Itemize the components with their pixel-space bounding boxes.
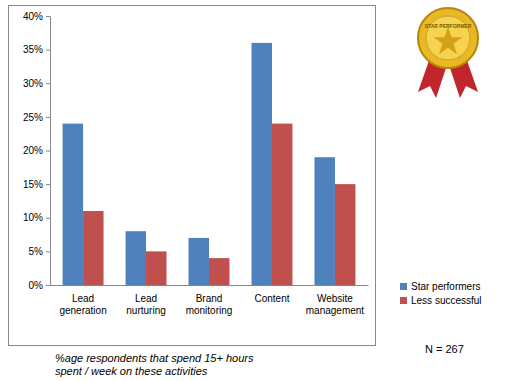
x-tick-label-line: monitoring: [186, 305, 233, 316]
legend-swatch: [400, 297, 407, 304]
footnote: %age respondents that spend 15+ hoursspe…: [55, 352, 254, 377]
y-tick: 0%: [29, 280, 50, 291]
x-tick: Brandmonitoring: [186, 293, 233, 316]
y-tick: 20%: [23, 145, 50, 156]
x-tick-label: Content: [254, 293, 289, 304]
x-tick-label-line: Content: [254, 293, 289, 304]
y-tick: 5%: [29, 246, 50, 257]
bars: [63, 43, 356, 285]
badge-text: STAR PERFORMER: [425, 23, 472, 29]
y-tick-mark: [46, 83, 50, 84]
y-tick-label: 40%: [23, 11, 43, 22]
y-tick-mark: [46, 50, 50, 51]
y-tick-mark: [46, 285, 50, 286]
y-tick-label: 30%: [23, 78, 43, 89]
x-tick-label-line: management: [306, 305, 365, 316]
legend-label: Less successful: [411, 295, 482, 306]
y-tick: 25%: [23, 112, 50, 123]
y-tick: 10%: [23, 212, 50, 223]
y-axis: 0% 5% 10% 15% 20% 25% 30% 35% 40%: [23, 11, 51, 291]
y-tick-mark: [46, 184, 50, 185]
x-tick-label: Brandmonitoring: [186, 293, 233, 316]
badge-star: [434, 27, 463, 55]
footnote-line: spent / week on these activities: [55, 365, 208, 377]
x-tick: Leadgeneration: [59, 293, 106, 316]
sample-size: N = 267: [425, 343, 464, 355]
y-tick-mark: [46, 151, 50, 152]
x-tick-label: Leadnurturing: [126, 293, 165, 316]
footnote-line: %age respondents that spend 15+ hours: [55, 352, 254, 364]
x-axis-line: [51, 285, 369, 286]
chart: 0%5%10%15%20%25%30%35%40%LeadgenerationL…: [0, 0, 507, 381]
legend-label: Star performers: [411, 281, 480, 292]
chart-frame: [9, 6, 376, 346]
x-tick-label-line: generation: [59, 305, 106, 316]
x-tick-label-line: Lead: [72, 293, 94, 304]
x-axis: LeadgenerationLeadnurturingBrandmonitori…: [51, 286, 369, 317]
series: [83, 124, 355, 285]
bar: [83, 211, 103, 285]
x-tick-label: Leadgeneration: [59, 293, 106, 316]
y-tick-label: 25%: [23, 112, 43, 123]
y-tick: 35%: [23, 44, 50, 55]
x-tick: Websitemanagement: [306, 293, 365, 316]
y-tick-label: 15%: [23, 179, 43, 190]
badge: STAR PERFORMER: [418, 8, 478, 98]
x-tick-label: Websitemanagement: [306, 293, 365, 316]
y-tick-mark: [46, 117, 50, 118]
bar: [63, 124, 83, 285]
y-tick-mark: [46, 16, 50, 17]
bar: [189, 238, 209, 285]
y-tick: 30%: [23, 78, 50, 89]
series: [63, 43, 335, 285]
x-tick-label-line: nurturing: [126, 305, 165, 316]
x-tick: Content: [254, 293, 289, 304]
bar: [209, 258, 229, 285]
bar: [314, 157, 334, 285]
bar: [146, 251, 166, 285]
x-tick-label-line: Lead: [135, 293, 157, 304]
y-tick-label: 5%: [29, 246, 44, 257]
badge-medal: [418, 8, 478, 68]
bar: [252, 43, 272, 285]
bar: [126, 231, 146, 285]
x-tick: Leadnurturing: [126, 293, 165, 316]
y-axis-line: [50, 17, 51, 286]
legend: Star performers Less successful: [400, 281, 482, 306]
y-tick-label: 20%: [23, 145, 43, 156]
y-tick-label: 0%: [29, 280, 44, 291]
y-tick-mark: [46, 251, 50, 252]
y-tick: 40%: [23, 11, 50, 22]
y-tick-mark: [46, 218, 50, 219]
y-tick-label: 35%: [23, 44, 43, 55]
x-tick-label-line: Brand: [196, 293, 223, 304]
y-tick-label: 10%: [23, 212, 43, 223]
bar: [335, 184, 355, 285]
bar: [272, 124, 292, 285]
x-tick-label-line: Website: [317, 293, 353, 304]
legend-swatch: [400, 283, 407, 290]
y-tick: 15%: [23, 179, 50, 190]
